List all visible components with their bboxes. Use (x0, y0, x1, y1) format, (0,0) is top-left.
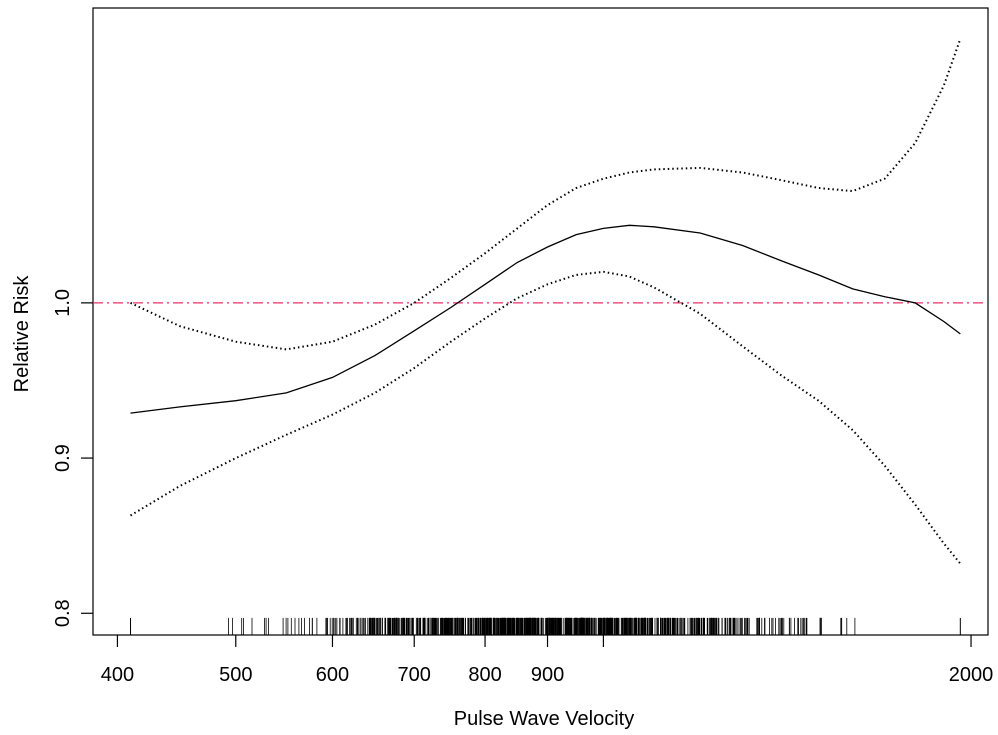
x-tick-label: 2000 (949, 664, 994, 686)
x-tick-label: 700 (398, 664, 431, 686)
x-axis-label: Pulse Wave Velocity (454, 708, 634, 730)
x-tick-label: 900 (531, 664, 564, 686)
x-tick-label: 500 (219, 664, 252, 686)
upper-ci-line (130, 38, 962, 351)
rug-plot (130, 617, 961, 635)
plot-frame (92, 7, 989, 636)
x-tick-label: 600 (316, 664, 349, 686)
y-tick-label: 1.0 (52, 289, 74, 317)
x-tick-label: 400 (101, 664, 134, 686)
series-layer (129, 38, 962, 565)
x-axis: 400 500 600 700 800 900 2000 (101, 635, 994, 686)
lower-ci-line (129, 270, 962, 565)
y-axis-label: Relative Risk (11, 275, 33, 393)
y-axis: 0.8 0.9 1.0 (52, 289, 93, 627)
x-tick-label: 800 (468, 664, 501, 686)
y-tick-label: 0.8 (52, 599, 74, 627)
y-tick-label: 0.9 (52, 444, 74, 472)
estimate-line (130, 224, 961, 414)
